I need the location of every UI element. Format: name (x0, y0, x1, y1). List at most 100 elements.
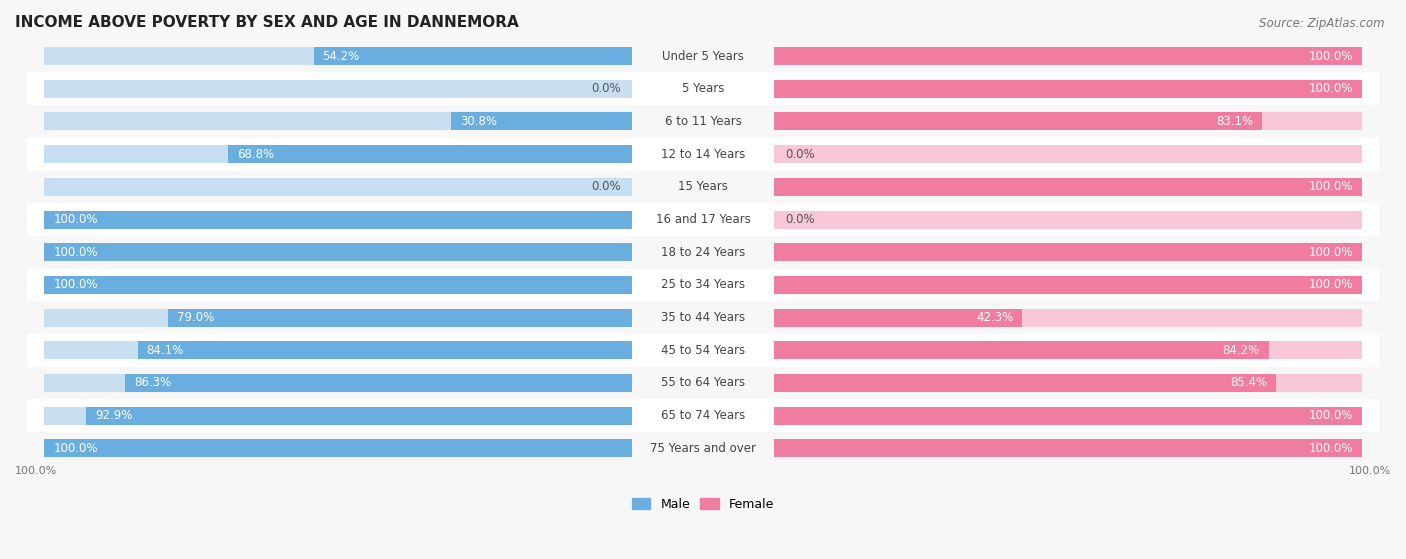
Text: 6 to 11 Years: 6 to 11 Years (665, 115, 741, 128)
Bar (27, 432, 1379, 465)
Text: 42.3%: 42.3% (976, 311, 1014, 324)
Text: 100.0%: 100.0% (1308, 246, 1353, 259)
Bar (45, 145, 633, 163)
Bar (27, 236, 1379, 268)
Bar (138, 342, 633, 359)
Bar (773, 80, 1361, 98)
Text: 18 to 24 Years: 18 to 24 Years (661, 246, 745, 259)
Bar (45, 276, 633, 294)
Text: 100.0%: 100.0% (15, 466, 58, 476)
Bar (773, 374, 1275, 392)
Text: 100.0%: 100.0% (53, 213, 98, 226)
Text: 84.2%: 84.2% (1223, 344, 1260, 357)
Text: 25 to 34 Years: 25 to 34 Years (661, 278, 745, 291)
Text: 54.2%: 54.2% (322, 50, 360, 63)
Bar (45, 439, 633, 457)
Bar (773, 178, 1361, 196)
Bar (773, 276, 1361, 294)
Bar (45, 47, 633, 65)
Bar (773, 439, 1361, 457)
Bar (45, 309, 633, 326)
Bar (27, 170, 1379, 203)
Text: 15 Years: 15 Years (678, 181, 728, 193)
Bar (27, 399, 1379, 432)
Text: 12 to 14 Years: 12 to 14 Years (661, 148, 745, 160)
Text: 100.0%: 100.0% (1308, 50, 1353, 63)
Bar (45, 407, 633, 425)
Text: INCOME ABOVE POVERTY BY SEX AND AGE IN DANNEMORA: INCOME ABOVE POVERTY BY SEX AND AGE IN D… (15, 15, 519, 30)
Text: 100.0%: 100.0% (1308, 442, 1353, 455)
Bar (27, 203, 1379, 236)
Text: 100.0%: 100.0% (1308, 409, 1353, 422)
Text: 100.0%: 100.0% (53, 278, 98, 291)
Bar (773, 309, 1022, 326)
Text: 55 to 64 Years: 55 to 64 Years (661, 376, 745, 390)
Bar (773, 439, 1361, 457)
Text: 0.0%: 0.0% (591, 181, 620, 193)
Bar (773, 112, 1361, 130)
Bar (27, 301, 1379, 334)
Text: 35 to 44 Years: 35 to 44 Years (661, 311, 745, 324)
Bar (773, 309, 1361, 326)
Bar (314, 47, 633, 65)
Bar (45, 211, 633, 229)
Text: 92.9%: 92.9% (96, 409, 132, 422)
Bar (45, 342, 633, 359)
Bar (451, 112, 633, 130)
Bar (773, 211, 1361, 229)
Text: 68.8%: 68.8% (236, 148, 274, 160)
Bar (45, 112, 633, 130)
Bar (773, 145, 1361, 163)
Text: Source: ZipAtlas.com: Source: ZipAtlas.com (1260, 17, 1385, 30)
Text: 100.0%: 100.0% (1348, 466, 1391, 476)
Legend: Male, Female: Male, Female (627, 493, 779, 516)
Text: 84.1%: 84.1% (146, 344, 184, 357)
Text: 83.1%: 83.1% (1216, 115, 1253, 128)
Bar (27, 73, 1379, 105)
Text: 100.0%: 100.0% (53, 246, 98, 259)
Text: 75 Years and over: 75 Years and over (650, 442, 756, 455)
Text: 100.0%: 100.0% (1308, 278, 1353, 291)
Bar (45, 374, 633, 392)
Text: 65 to 74 Years: 65 to 74 Years (661, 409, 745, 422)
Text: 100.0%: 100.0% (1308, 82, 1353, 95)
Bar (27, 138, 1379, 170)
Bar (45, 243, 633, 261)
Bar (27, 334, 1379, 367)
Bar (773, 80, 1361, 98)
Bar (45, 80, 633, 98)
Bar (45, 439, 633, 457)
Text: 30.8%: 30.8% (460, 115, 498, 128)
Bar (45, 243, 633, 261)
Bar (773, 47, 1361, 65)
Bar (773, 112, 1263, 130)
Text: 16 and 17 Years: 16 and 17 Years (655, 213, 751, 226)
Text: 85.4%: 85.4% (1230, 376, 1267, 390)
Bar (45, 178, 633, 196)
Bar (125, 374, 633, 392)
Text: 100.0%: 100.0% (53, 442, 98, 455)
Text: 0.0%: 0.0% (786, 213, 815, 226)
Bar (773, 276, 1361, 294)
Bar (228, 145, 633, 163)
Text: 0.0%: 0.0% (591, 82, 620, 95)
Bar (773, 407, 1361, 425)
Bar (45, 211, 633, 229)
Bar (773, 47, 1361, 65)
Bar (773, 407, 1361, 425)
Bar (773, 342, 1268, 359)
Bar (167, 309, 633, 326)
Bar (27, 40, 1379, 73)
Bar (86, 407, 633, 425)
Bar (45, 276, 633, 294)
Bar (773, 374, 1361, 392)
Text: Under 5 Years: Under 5 Years (662, 50, 744, 63)
Bar (27, 105, 1379, 138)
Bar (773, 178, 1361, 196)
Bar (27, 367, 1379, 399)
Bar (27, 268, 1379, 301)
Text: 5 Years: 5 Years (682, 82, 724, 95)
Text: 45 to 54 Years: 45 to 54 Years (661, 344, 745, 357)
Bar (773, 243, 1361, 261)
Text: 0.0%: 0.0% (786, 148, 815, 160)
